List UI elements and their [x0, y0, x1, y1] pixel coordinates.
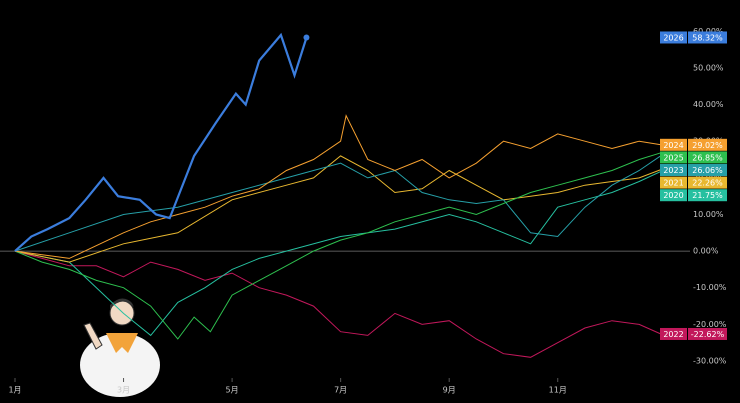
series-line [14, 152, 662, 340]
value-label: 22.26% [692, 179, 723, 188]
name-box [660, 327, 687, 340]
legend-label: 2023 [663, 166, 683, 175]
x-tick-label: 11月 [549, 386, 567, 395]
value-box [688, 327, 727, 340]
x-tick-label: 5月 [226, 386, 239, 395]
value-box [688, 138, 727, 151]
end-label: 2026 58.32% [660, 31, 727, 44]
x-tick-label: 9月 [443, 386, 456, 395]
y-tick-label: 40.00% [693, 100, 724, 109]
value-label: 26.06% [692, 166, 723, 175]
value-box [688, 189, 727, 202]
series-line [14, 170, 662, 337]
series-line [14, 32, 308, 252]
name-box [660, 164, 687, 177]
mascot [80, 298, 160, 397]
y-tick-label: 0.00% [693, 247, 719, 256]
x-tick-label: 3月 [117, 386, 130, 395]
series-line [14, 155, 662, 252]
value-label: 29.02% [692, 141, 723, 150]
legend-label: 2026 [663, 33, 683, 42]
y-tick-label: 50.00% [693, 63, 724, 72]
x-tick-label: 1月 [8, 386, 21, 395]
end-label: 2024 29.02% [660, 138, 727, 151]
y-tick-label: 10.00% [693, 210, 724, 219]
name-box [660, 189, 687, 202]
value-label: -22.62% [691, 330, 725, 339]
value-box [688, 164, 727, 177]
end-label: 2022 -22.62% [660, 327, 727, 340]
legend-label: 2025 [663, 153, 683, 162]
value-box [688, 151, 727, 164]
y-tick-label: 60.00% [693, 27, 724, 36]
y-tick-label: -20.00% [693, 320, 727, 329]
value-label: 58.32% [692, 33, 723, 42]
legend-label: 2020 [663, 191, 683, 200]
value-label: 21.75% [692, 191, 723, 200]
end-dot [303, 34, 310, 41]
value-label: 26.85% [692, 153, 723, 162]
legend-label: 2024 [663, 141, 683, 150]
y-tick-label: -30.00% [693, 357, 727, 366]
series-line [14, 250, 662, 358]
end-label: 2021 22.26% [660, 176, 727, 189]
value-box [688, 31, 727, 44]
legend-label: 2021 [663, 179, 683, 188]
name-box [660, 138, 687, 151]
series-line [14, 114, 661, 259]
name-box [660, 151, 687, 164]
end-label: 2025 26.85% [660, 151, 727, 164]
name-box [660, 176, 687, 189]
series-line [14, 155, 662, 263]
end-label: 2023 26.06% [660, 164, 727, 177]
value-box [688, 176, 727, 189]
y-tick-label: -10.00% [693, 283, 727, 292]
x-tick-label: 7月 [334, 386, 347, 395]
end-label: 2020 21.75% [660, 189, 727, 202]
legend-label: 2022 [663, 330, 683, 339]
name-box [660, 31, 687, 44]
